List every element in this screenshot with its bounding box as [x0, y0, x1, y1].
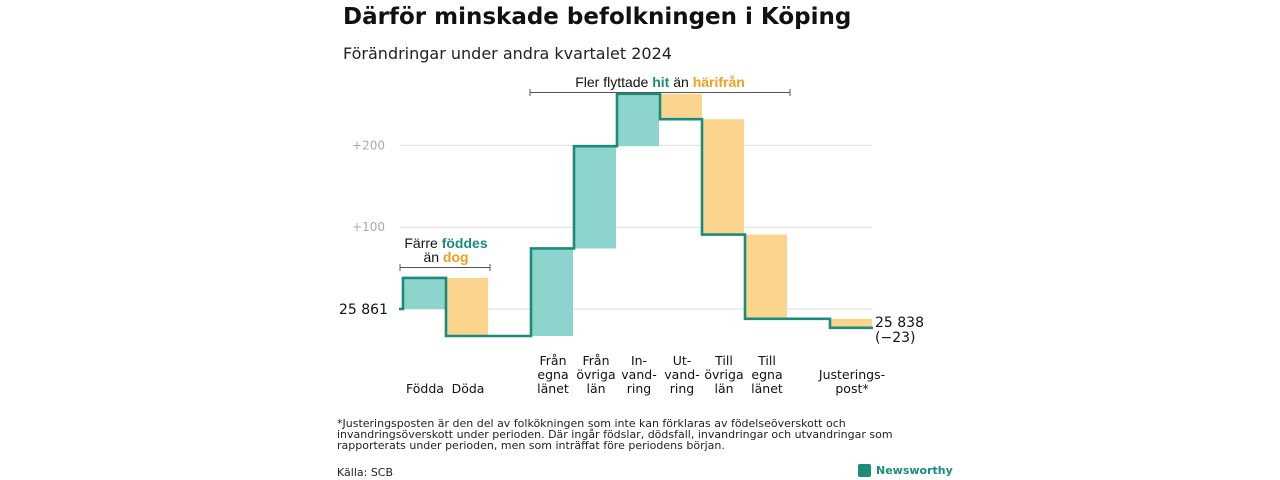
waterfall-bar [830, 318, 872, 328]
category-label: länet [537, 381, 569, 396]
annotation-span: dog [443, 249, 469, 265]
waterfall-bar [446, 277, 488, 336]
brand-logo: Newsworthy [858, 464, 953, 477]
category-label: Döda [452, 381, 485, 396]
annotation-span: härifrån [693, 74, 745, 90]
category-label: Från [539, 353, 566, 368]
annotation-span: än [423, 249, 442, 265]
waterfall-bar [403, 277, 445, 309]
end-change-label: (−23) [875, 330, 915, 346]
category-label: övriga [576, 367, 615, 382]
waterfall-step-line [399, 92, 873, 338]
y-tick-label: +100 [352, 220, 385, 234]
annotation-migration: Fler flyttade hit än härifrån [575, 74, 745, 90]
waterfall-bar [617, 93, 659, 147]
category-label: egna [751, 367, 782, 382]
y-tick-label: +200 [352, 138, 385, 152]
category-label: Födda [406, 381, 444, 396]
source-note: Källa: SCB [337, 466, 394, 479]
category-label: Till [714, 353, 733, 368]
waterfall-bar [531, 248, 573, 336]
category-label: Från [582, 353, 609, 368]
annotation-span: Fler flyttade [575, 74, 652, 90]
waterfall-bar [702, 119, 744, 235]
annotation-births-deaths-line2: än dog [423, 249, 468, 265]
newsworthy-icon [858, 464, 871, 477]
category-label: In- [631, 353, 647, 368]
waterfall-bar [745, 234, 787, 319]
annotation-span: hit [652, 74, 669, 90]
category-label: övriga [704, 367, 743, 382]
category-label: länet [751, 381, 783, 396]
annotation-span: än [669, 74, 692, 90]
end-value-label: 25 838 [875, 315, 924, 331]
footnote: *Justeringsposten är den del av folkökni… [337, 417, 893, 452]
category-label: ring [670, 381, 694, 396]
category-label: län [714, 381, 733, 396]
category-label: ring [627, 381, 651, 396]
chart-title: Därför minskade befolkningen i Köping [343, 4, 852, 30]
annotation-births-deaths-line1: Färre föddes [404, 235, 487, 251]
category-label: län [586, 381, 605, 396]
category-label: Till [757, 353, 776, 368]
category-label: post* [835, 381, 868, 396]
waterfall-bar [574, 146, 616, 249]
chart-subtitle: Förändringar under andra kvartalet 2024 [343, 44, 672, 63]
category-label: vand- [664, 367, 699, 382]
category-label: Justerings- [818, 367, 885, 382]
category-label: egna [537, 367, 568, 382]
category-label: Ut- [673, 353, 692, 368]
annotation-span: Färre [404, 235, 441, 251]
waterfall-bar [660, 93, 702, 120]
annotation-span: föddes [442, 235, 488, 251]
brand-name: Newsworthy [876, 464, 953, 477]
start-value-label: 25 861 [339, 302, 388, 318]
category-label: vand- [621, 367, 656, 382]
